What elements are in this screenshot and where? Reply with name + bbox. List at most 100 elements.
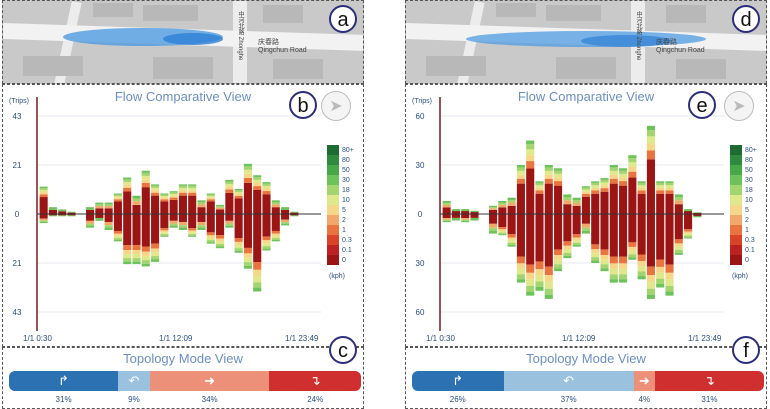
bar-down-segment — [526, 279, 535, 286]
play-button[interactable]: ➤ — [321, 91, 351, 121]
bar-up-segment — [141, 175, 150, 180]
legend-label: 5 — [342, 207, 346, 214]
bar-up-segment — [234, 188, 243, 191]
topology-segment[interactable]: ↶ — [503, 371, 634, 391]
bar-up-segment — [151, 184, 160, 186]
map-view[interactable]: 庆春路 Qingchun Road 中河北路 Zhonghe a — [2, 0, 364, 84]
bar-up-segment — [113, 199, 122, 202]
bar-down-segment — [234, 214, 243, 239]
topology-mode-view: Topology Mode View c ↱ ↶ ➜ ↴ 31% 9% 34% 24% — [2, 336, 364, 409]
bar-up-segment — [113, 197, 122, 200]
bar-down-segment — [600, 259, 609, 265]
topology-segment[interactable]: ↴ — [654, 371, 764, 391]
bar-up-segment — [141, 179, 150, 183]
topology-segment[interactable]: ➜ — [633, 371, 655, 391]
bar-down-segment — [188, 230, 197, 233]
bar-down-segment — [554, 264, 563, 269]
bar-down-segment — [461, 214, 470, 219]
bar-up-segment — [665, 190, 674, 194]
bar-up-segment — [178, 195, 187, 214]
bar-up-segment — [665, 182, 674, 186]
topology-percent: 4% — [638, 395, 651, 404]
bar-down-segment — [516, 256, 525, 264]
bar-down-segment — [113, 214, 122, 231]
bar-down-segment — [206, 242, 215, 244]
topology-title: Topology Mode View — [123, 351, 243, 366]
panel-label-b: b — [289, 91, 317, 119]
bar-down-segment — [535, 286, 544, 291]
bar-down-segment — [507, 237, 516, 241]
bar-down-segment — [489, 227, 498, 231]
bar-down-segment — [498, 230, 507, 233]
flow-bar-chart: (Trips) 60 30 0 30 60 1/1 0:30 1/1 12:09 1/1 23:… — [412, 97, 757, 343]
bar-down-segment — [572, 240, 581, 243]
topology-segment[interactable]: ↶ — [118, 371, 150, 391]
bar-up-segment — [461, 211, 470, 214]
bar-down-segment — [572, 245, 581, 247]
bar-up-segment — [674, 194, 683, 198]
bar-up-segment — [253, 183, 262, 187]
bar-down-segment — [563, 255, 572, 259]
bar-down-segment — [544, 275, 553, 282]
topology-segment[interactable]: ↴ — [269, 371, 361, 391]
bar-down-segment — [526, 264, 535, 273]
bar-down-segment — [637, 254, 646, 262]
bar-down-segment — [516, 279, 525, 283]
legend-label: 0.3 — [745, 237, 755, 244]
bar-down-segment — [656, 266, 665, 273]
bar-up-segment — [39, 189, 48, 193]
bar-up-segment — [498, 207, 507, 214]
bar-up-segment — [151, 192, 160, 196]
bar-down-segment — [591, 257, 600, 261]
bar-down-segment — [554, 214, 563, 250]
bar-up-segment — [141, 187, 150, 214]
bar-down-segment — [498, 229, 507, 231]
x-tick-label: 1/1 12:09 — [159, 334, 193, 343]
bar-up-segment — [67, 212, 76, 214]
bar-down-segment — [665, 264, 674, 273]
play-button[interactable]: ➤ — [724, 91, 754, 121]
bar-down-segment — [544, 266, 553, 276]
bar-down-segment — [48, 215, 57, 217]
x-tick-label: 1/1 23:49 — [688, 334, 722, 343]
bar-up-segment — [123, 181, 132, 185]
bar-up-segment — [225, 181, 234, 184]
bar-down-segment — [160, 230, 169, 233]
bar-down-segment — [132, 258, 141, 262]
topology-segment[interactable]: ↱ — [9, 371, 119, 391]
bar-down-segment — [243, 265, 252, 269]
bar-up-segment — [141, 172, 150, 176]
bar-down-segment — [526, 214, 535, 265]
bar-down-segment — [535, 281, 544, 287]
road-label: 庆春路 Qingchun Road — [258, 39, 307, 55]
bar-down-segment — [526, 272, 535, 280]
bar-down-segment — [160, 228, 169, 231]
bar-up-segment — [160, 201, 169, 214]
bar-up-segment — [58, 209, 67, 212]
bar-up-segment — [262, 194, 271, 214]
bar-up-segment — [609, 170, 618, 175]
bar-down-segment — [216, 246, 225, 249]
bar-down-segment — [489, 230, 498, 234]
bar-down-segment — [206, 237, 215, 241]
bar-down-segment — [290, 214, 299, 216]
bar-down-segment — [132, 245, 141, 251]
bar-up-segment — [169, 192, 178, 194]
bar-down-segment — [188, 214, 197, 229]
bar-down-segment — [104, 221, 113, 226]
bar-down-segment — [591, 260, 600, 263]
bar-up-segment — [113, 201, 122, 214]
topology-segment[interactable]: ➜ — [149, 371, 270, 391]
legend-swatch — [730, 255, 742, 265]
bar-down-segment — [581, 223, 590, 228]
bar-down-segment — [234, 241, 243, 245]
bar-down-segment — [151, 259, 160, 262]
bar-up-segment — [132, 204, 141, 214]
bar-up-segment — [160, 194, 169, 196]
bar-down-segment — [151, 252, 160, 257]
bar-up-segment — [489, 205, 498, 208]
topology-segment[interactable]: ↱ — [412, 371, 504, 391]
bar-down-segment — [243, 262, 252, 266]
map-view[interactable]: 庆春路 Qingchun Road 中河北路 Zhonghe d — [405, 0, 767, 84]
bar-down-segment — [39, 214, 48, 219]
